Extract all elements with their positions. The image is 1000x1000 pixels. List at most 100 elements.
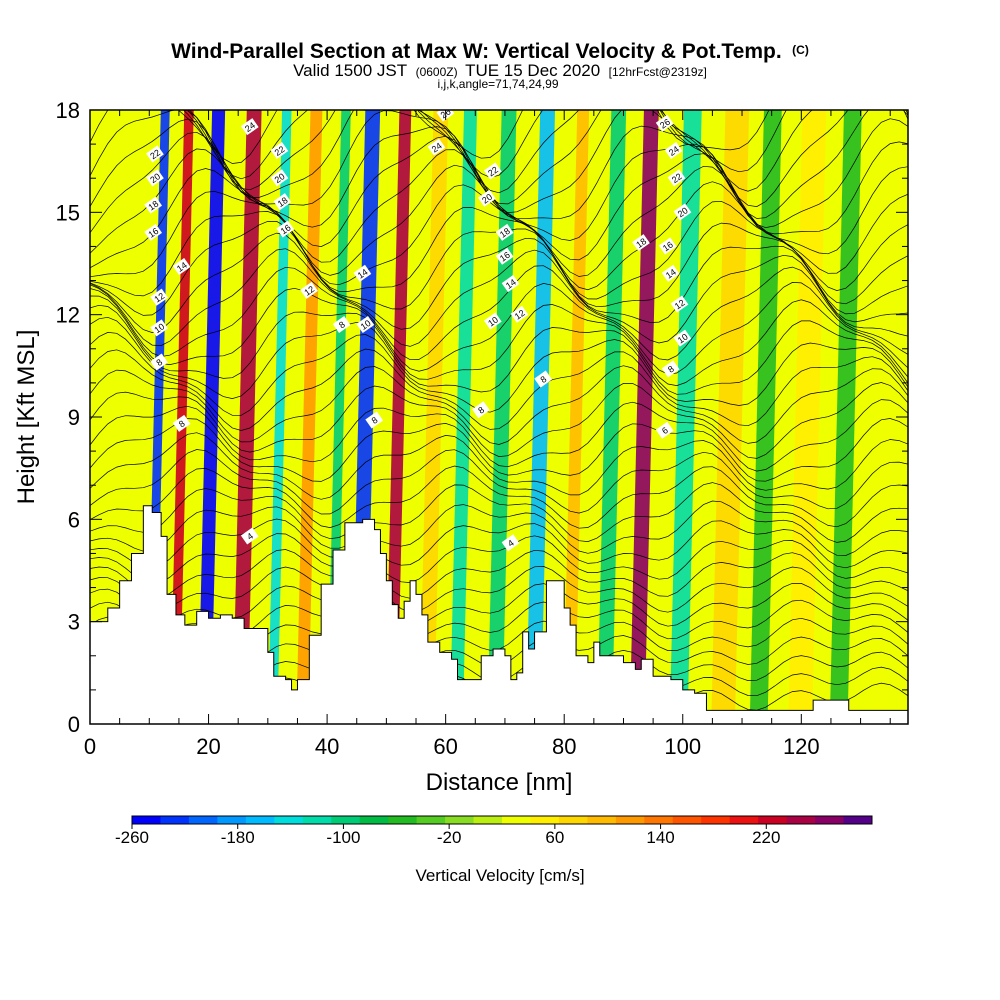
contour-label-34: 22 bbox=[667, 169, 686, 187]
contour-label-13: 16 bbox=[276, 220, 295, 238]
plot-area: 22 20 18 16 14 12 10 8 8 24 22 20 18 16 12 8 14 10 8 26 24 22… bbox=[89, 109, 909, 725]
theta-contour-14 bbox=[90, 449, 908, 515]
contour-label-24: 16 bbox=[495, 247, 514, 265]
chart-subtitle: Valid 1500 JST (0600Z) TUE 15 Dec 2020 [… bbox=[293, 61, 707, 80]
contour-label-8: 8 bbox=[172, 414, 191, 432]
x-tick-label: 120 bbox=[783, 734, 820, 759]
chart-title: Wind-Parallel Section at Max W: Vertical… bbox=[171, 40, 809, 63]
x-tick-label: 60 bbox=[433, 734, 457, 759]
colorbar-tick-label: 140 bbox=[646, 828, 674, 847]
contour-label-bg bbox=[146, 169, 164, 187]
contour-label-text: 20 bbox=[480, 192, 494, 206]
colorbar-swatch bbox=[331, 816, 361, 824]
theta-contour-9 bbox=[90, 533, 908, 585]
contour-label-text: 24 bbox=[430, 141, 444, 155]
y-tick-label: 3 bbox=[68, 610, 80, 635]
contour-label-bg bbox=[673, 203, 692, 221]
colorbar-swatch bbox=[245, 816, 275, 824]
chart-info-line: i,j,k,angle=71,74,24,99 bbox=[437, 77, 558, 91]
colorbar-swatch bbox=[188, 816, 218, 824]
velocity-band-19 bbox=[788, 110, 827, 724]
contour-label-bg bbox=[150, 288, 168, 306]
contour-label-bg bbox=[240, 527, 259, 545]
colorbar-swatch bbox=[274, 816, 304, 824]
theta-contour-23 bbox=[90, 299, 908, 386]
contour-label-text: 8 bbox=[337, 319, 347, 330]
contour-label-32: 26 bbox=[655, 114, 674, 132]
contour-label-0: 22 bbox=[146, 145, 164, 163]
contour-label-16: 14 bbox=[353, 264, 372, 282]
velocity-band-16 bbox=[669, 110, 702, 724]
colorbar-swatch bbox=[160, 816, 190, 824]
contour-label-text: 16 bbox=[146, 226, 160, 240]
y-tick-label: 0 bbox=[68, 712, 80, 737]
theta-contour-7 bbox=[90, 566, 908, 613]
theta-contour-35 bbox=[90, 110, 908, 219]
contour-label-text: 4 bbox=[245, 531, 255, 542]
theta-contour-19 bbox=[90, 365, 908, 445]
theta-contour-21 bbox=[90, 332, 908, 416]
contour-label-23: 18 bbox=[495, 223, 514, 241]
colorbar-swatch bbox=[502, 816, 531, 824]
contour-label-bg bbox=[150, 319, 168, 337]
contour-label-bg bbox=[655, 421, 674, 439]
theta-contour-13 bbox=[90, 465, 908, 529]
contour-label-25: 14 bbox=[501, 275, 520, 293]
contour-label-bg bbox=[472, 401, 490, 419]
contour-label-20: 24 bbox=[427, 138, 446, 156]
contour-label-41: 8 bbox=[661, 360, 680, 378]
y-tick-label: 6 bbox=[68, 507, 80, 532]
contour-label-text: 8 bbox=[370, 415, 380, 426]
contour-label-21: 22 bbox=[483, 162, 502, 180]
terrain bbox=[90, 505, 908, 724]
colorbar-swatch bbox=[758, 816, 788, 824]
theta-contour-12 bbox=[90, 482, 908, 543]
contour-label-bg bbox=[150, 353, 168, 371]
colorbar-swatch bbox=[815, 816, 845, 824]
subtitle-date: TUE 15 Dec 2020 bbox=[465, 61, 600, 80]
subtitle-zulu-time: (0600Z) bbox=[416, 65, 458, 79]
velocity-band-18 bbox=[749, 110, 782, 724]
contour-label-bg bbox=[510, 305, 529, 323]
contour-label-bg bbox=[270, 142, 289, 160]
colorbar-swatch bbox=[132, 816, 161, 824]
colorbar-title: Vertical Velocity [cm/s] bbox=[415, 866, 584, 885]
contour-label-text: 24 bbox=[667, 144, 681, 158]
colorbar-swatch bbox=[217, 816, 247, 824]
contour-label-bg bbox=[673, 329, 692, 347]
contour-label-40: 10 bbox=[673, 329, 692, 347]
colorbar bbox=[131, 815, 873, 825]
contour-label-text: 14 bbox=[356, 267, 370, 281]
contour-label-39: 12 bbox=[670, 295, 689, 313]
contour-label-bg bbox=[495, 223, 514, 241]
contour-label-bg bbox=[655, 114, 674, 132]
contour-label-3: 16 bbox=[144, 223, 163, 241]
subtitle-forecast: [12hrFcst@2319z] bbox=[609, 65, 707, 79]
x-tick-label: 80 bbox=[552, 734, 576, 759]
contour-label-5: 12 bbox=[150, 288, 168, 306]
theta-contour-38 bbox=[182, 110, 908, 180]
y-axis-title: Height [Kft MSL] bbox=[13, 330, 40, 505]
contour-label-bg bbox=[667, 169, 686, 187]
contour-label-bg bbox=[501, 534, 520, 552]
theta-contour-22 bbox=[90, 316, 908, 399]
chart-title-unit: (C) bbox=[792, 43, 809, 57]
contour-label-text: 16 bbox=[498, 250, 512, 264]
y-tick-label: 18 bbox=[56, 98, 80, 123]
colorbar-swatch bbox=[473, 816, 503, 824]
contour-label-bg bbox=[300, 281, 318, 299]
colorbar-swatch bbox=[388, 816, 418, 824]
x-tick-label: 20 bbox=[196, 734, 220, 759]
chart-title-text: Wind-Parallel Section at Max W: Vertical… bbox=[171, 40, 782, 63]
contour-label-bg bbox=[172, 414, 191, 432]
contour-label-bg bbox=[632, 234, 650, 252]
contour-label-bg bbox=[144, 196, 163, 214]
contour-label-28: 8 bbox=[534, 370, 553, 388]
contour-label-bg bbox=[661, 360, 680, 378]
contour-label-bg bbox=[477, 189, 496, 207]
velocity-band-9 bbox=[419, 110, 449, 724]
contour-label-26: 12 bbox=[510, 305, 529, 323]
colorbar-swatch bbox=[615, 816, 645, 824]
contour-label-text: 12 bbox=[302, 284, 316, 298]
